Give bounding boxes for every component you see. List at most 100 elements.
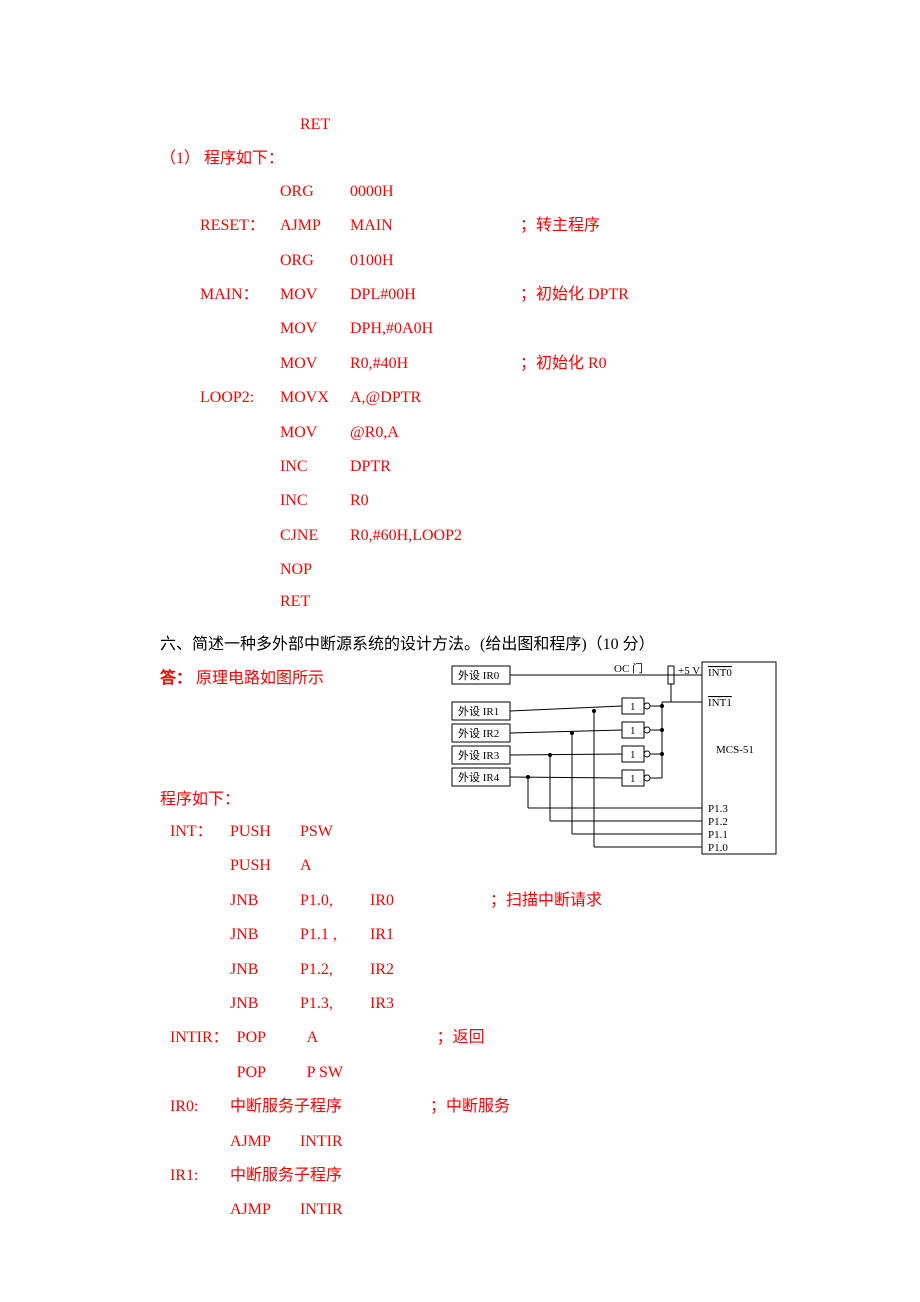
svg-text:+5 V: +5 V [678, 665, 700, 677]
asm1-row: ORG0100H [200, 244, 637, 278]
svg-text:外设 IR0: 外设 IR0 [458, 669, 500, 682]
irservice-cell: INTIR [300, 1125, 370, 1159]
asm1-cell [200, 553, 280, 587]
asm1-cell: MOVX [280, 381, 350, 415]
intir-cell: A [307, 1021, 377, 1055]
q6-heading: 六、简述一种多外部中断源系统的设计方法。(给出图和程序)（10 分） [160, 630, 760, 660]
int-cell [170, 987, 230, 1021]
irservice-cell: AJMP [230, 1193, 300, 1227]
asm1-cell [200, 244, 280, 278]
asm1-cell: ；转主程序 [490, 209, 637, 243]
int-cell: IR1 [370, 918, 430, 952]
svg-text:P1.1: P1.1 [708, 829, 728, 841]
int-cell: P1.3, [300, 987, 370, 1021]
asm1-cell [490, 175, 637, 209]
asm1-cell: R0,#40H [350, 347, 490, 381]
int-cell: INT： [170, 815, 230, 849]
irservice-cell: AJMP [230, 1125, 300, 1159]
asm1-cell: 0000H [350, 175, 490, 209]
svg-text:INT1: INT1 [708, 697, 732, 709]
irservice-cell: INTIR [300, 1193, 370, 1227]
int-row: JNBP1.1 ,IR1 [170, 918, 610, 952]
int-cell: JNB [230, 918, 300, 952]
irservice-cell: 中断服务子程序 [230, 1090, 370, 1124]
svg-text:1: 1 [630, 749, 636, 761]
asm1-cell: ；初始化 R0 [490, 347, 637, 381]
top-ret: RET [300, 110, 760, 140]
int-cell [170, 849, 230, 883]
intir-cell: POP [237, 1056, 307, 1090]
asm1-cell [200, 484, 280, 518]
irservice-cell: IR1: [170, 1159, 230, 1193]
asm1-cell: MOV [280, 278, 350, 312]
asm1-cell: MAIN： [200, 278, 280, 312]
intir-cell [377, 1056, 493, 1090]
svg-text:1: 1 [630, 701, 636, 713]
svg-text:MCS-51: MCS-51 [716, 744, 754, 756]
asm1-cell [490, 244, 637, 278]
circuit-diagram: 外设 IR0外设 IR1外设 IR2外设 IR3外设 IR4MCS-51INT0… [450, 658, 780, 858]
svg-text:OC 门: OC 门 [614, 661, 643, 675]
asm1-cell [490, 312, 637, 346]
int-row: JNBP1.3,IR3 [170, 987, 610, 1021]
asm1-row: INCR0 [200, 484, 637, 518]
answer-prefix: 答： [160, 670, 192, 687]
svg-text:外设 IR3: 外设 IR3 [458, 749, 500, 762]
asm1-row: NOP [200, 553, 637, 587]
asm1-row: INCDPTR [200, 450, 637, 484]
int-row: JNBP1.0,IR0；扫描中断请求 [170, 884, 610, 918]
svg-text:P1.2: P1.2 [708, 816, 728, 828]
asm1-cell: AJMP [280, 209, 350, 243]
asm1-cell [200, 416, 280, 450]
int-cell [370, 849, 430, 883]
int-cell [170, 953, 230, 987]
asm1-cell [200, 312, 280, 346]
int-cell [430, 953, 610, 987]
asm1-cell [490, 484, 637, 518]
asm1-cell: INC [280, 484, 350, 518]
irservice-cell [170, 1125, 230, 1159]
asm1-row: CJNER0,#60H,LOOP2 [200, 519, 637, 553]
assembly1-table: ORG0000HRESET：AJMPMAIN；转主程序ORG0100HMAIN：… [200, 175, 637, 588]
svg-text:P1.0: P1.0 [708, 842, 728, 854]
asm1-cell: RESET： [200, 209, 280, 243]
svg-text:1: 1 [630, 725, 636, 737]
int-cell: A [300, 849, 370, 883]
asm1-cell: MAIN [350, 209, 490, 243]
asm1-cell: DPTR [350, 450, 490, 484]
asm1-cell: A,@DPTR [350, 381, 490, 415]
irservice-cell [370, 1159, 518, 1193]
asm1-row: MOVDPH,#0A0H [200, 312, 637, 346]
int-cell: JNB [230, 884, 300, 918]
asm1-cell: @R0,A [350, 416, 490, 450]
intir-table: INTIR：POPA；返回POPP SW [170, 1021, 493, 1090]
asm1-cell [490, 416, 637, 450]
svg-text:外设 IR4: 外设 IR4 [458, 771, 500, 784]
asm1-cell: DPH,#0A0H [350, 312, 490, 346]
irservice-cell: ；中断服务 [370, 1090, 518, 1124]
irservice-cell: IR0: [170, 1090, 230, 1124]
asm1-cell: 0100H [350, 244, 490, 278]
svg-text:1: 1 [630, 773, 636, 785]
int-cell [170, 884, 230, 918]
asm1-cell [200, 519, 280, 553]
asm1-cell [200, 450, 280, 484]
int-cell [170, 918, 230, 952]
intir-cell [170, 1056, 237, 1090]
asm1-cell: ；初始化 DPTR [490, 278, 637, 312]
asm1-cell: R0,#60H,LOOP2 [350, 519, 490, 553]
int-cell: IR0 [370, 884, 430, 918]
int-cell: P1.1 , [300, 918, 370, 952]
svg-text:外设 IR1: 外设 IR1 [458, 705, 499, 718]
answer-text: 原理电路如图所示 [196, 670, 324, 687]
intir-cell: P SW [307, 1056, 377, 1090]
asm1-cell: MOV [280, 416, 350, 450]
int-row: JNBP1.2,IR2 [170, 953, 610, 987]
svg-text:P1.3: P1.3 [708, 803, 728, 815]
asm1-row: RESET：AJMPMAIN；转主程序 [200, 209, 637, 243]
asm1-cell: NOP [280, 553, 350, 587]
irservice-table: IR0:中断服务子程序；中断服务AJMPINTIRIR1:中断服务子程序AJMP… [170, 1090, 518, 1228]
irservice-row: IR0:中断服务子程序；中断服务 [170, 1090, 518, 1124]
asm1-cell: MOV [280, 312, 350, 346]
svg-text:外设 IR2: 外设 IR2 [458, 727, 499, 740]
